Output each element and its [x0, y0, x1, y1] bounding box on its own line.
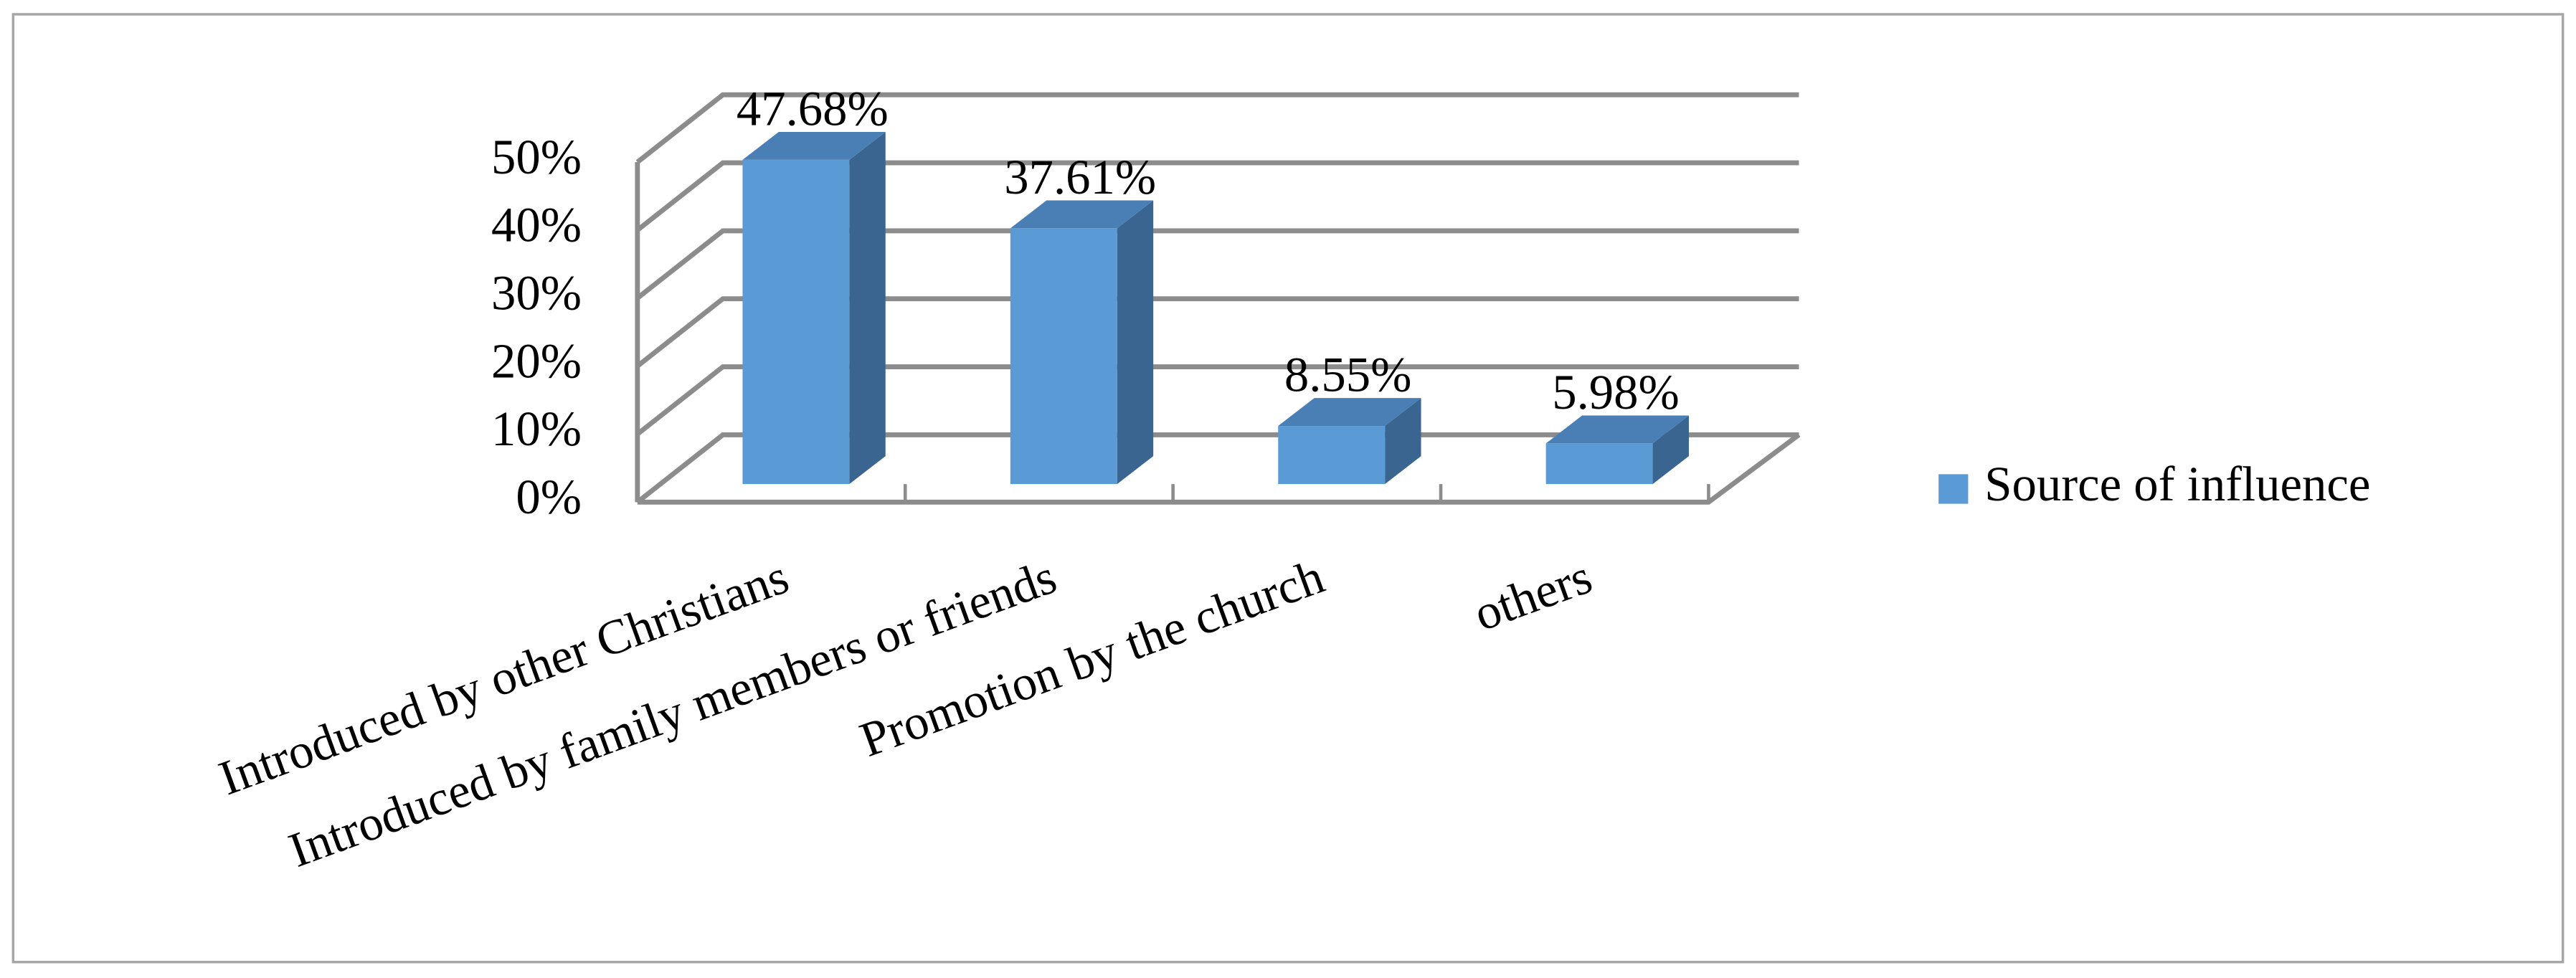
- bar: [1010, 228, 1117, 485]
- bar-top: [742, 131, 886, 160]
- bar-top: [1545, 415, 1689, 444]
- bar-side: [849, 131, 886, 485]
- bar-group: [1278, 398, 1421, 485]
- bar-group: [742, 131, 886, 485]
- bar-group: [1545, 415, 1689, 485]
- y-tick-label: 0%: [516, 470, 582, 524]
- bar: [1545, 443, 1653, 485]
- bar-side: [1652, 415, 1689, 485]
- grid-line: [635, 432, 1799, 505]
- bar-top: [1010, 200, 1154, 229]
- y-tick-label: 40%: [491, 198, 582, 252]
- bar: [1278, 426, 1386, 485]
- bar-side: [1385, 398, 1421, 485]
- y-tick-label: 30%: [491, 266, 582, 321]
- grid-line: [635, 296, 1799, 369]
- grid-line: [635, 228, 1799, 300]
- bar-side: [1117, 200, 1154, 485]
- value-label: 37.61%: [1004, 150, 1156, 204]
- grid-line: [635, 92, 1799, 164]
- value-label: 8.55%: [1284, 348, 1412, 402]
- y-tick-label: 50%: [491, 130, 582, 184]
- y-tick-label: 10%: [491, 402, 582, 456]
- bar-group: [1010, 200, 1154, 485]
- chart-frame: [11, 13, 2565, 964]
- legend-label: Source of influence: [1984, 457, 2370, 511]
- y-tick-label: 20%: [491, 333, 582, 388]
- legend-swatch: [1938, 474, 1969, 504]
- value-label: 47.68%: [737, 82, 889, 136]
- grid-line: [635, 160, 1799, 232]
- bar-top: [1278, 398, 1421, 427]
- bar: [742, 159, 850, 485]
- grid-line: [635, 364, 1799, 437]
- value-label: 5.98%: [1552, 365, 1680, 419]
